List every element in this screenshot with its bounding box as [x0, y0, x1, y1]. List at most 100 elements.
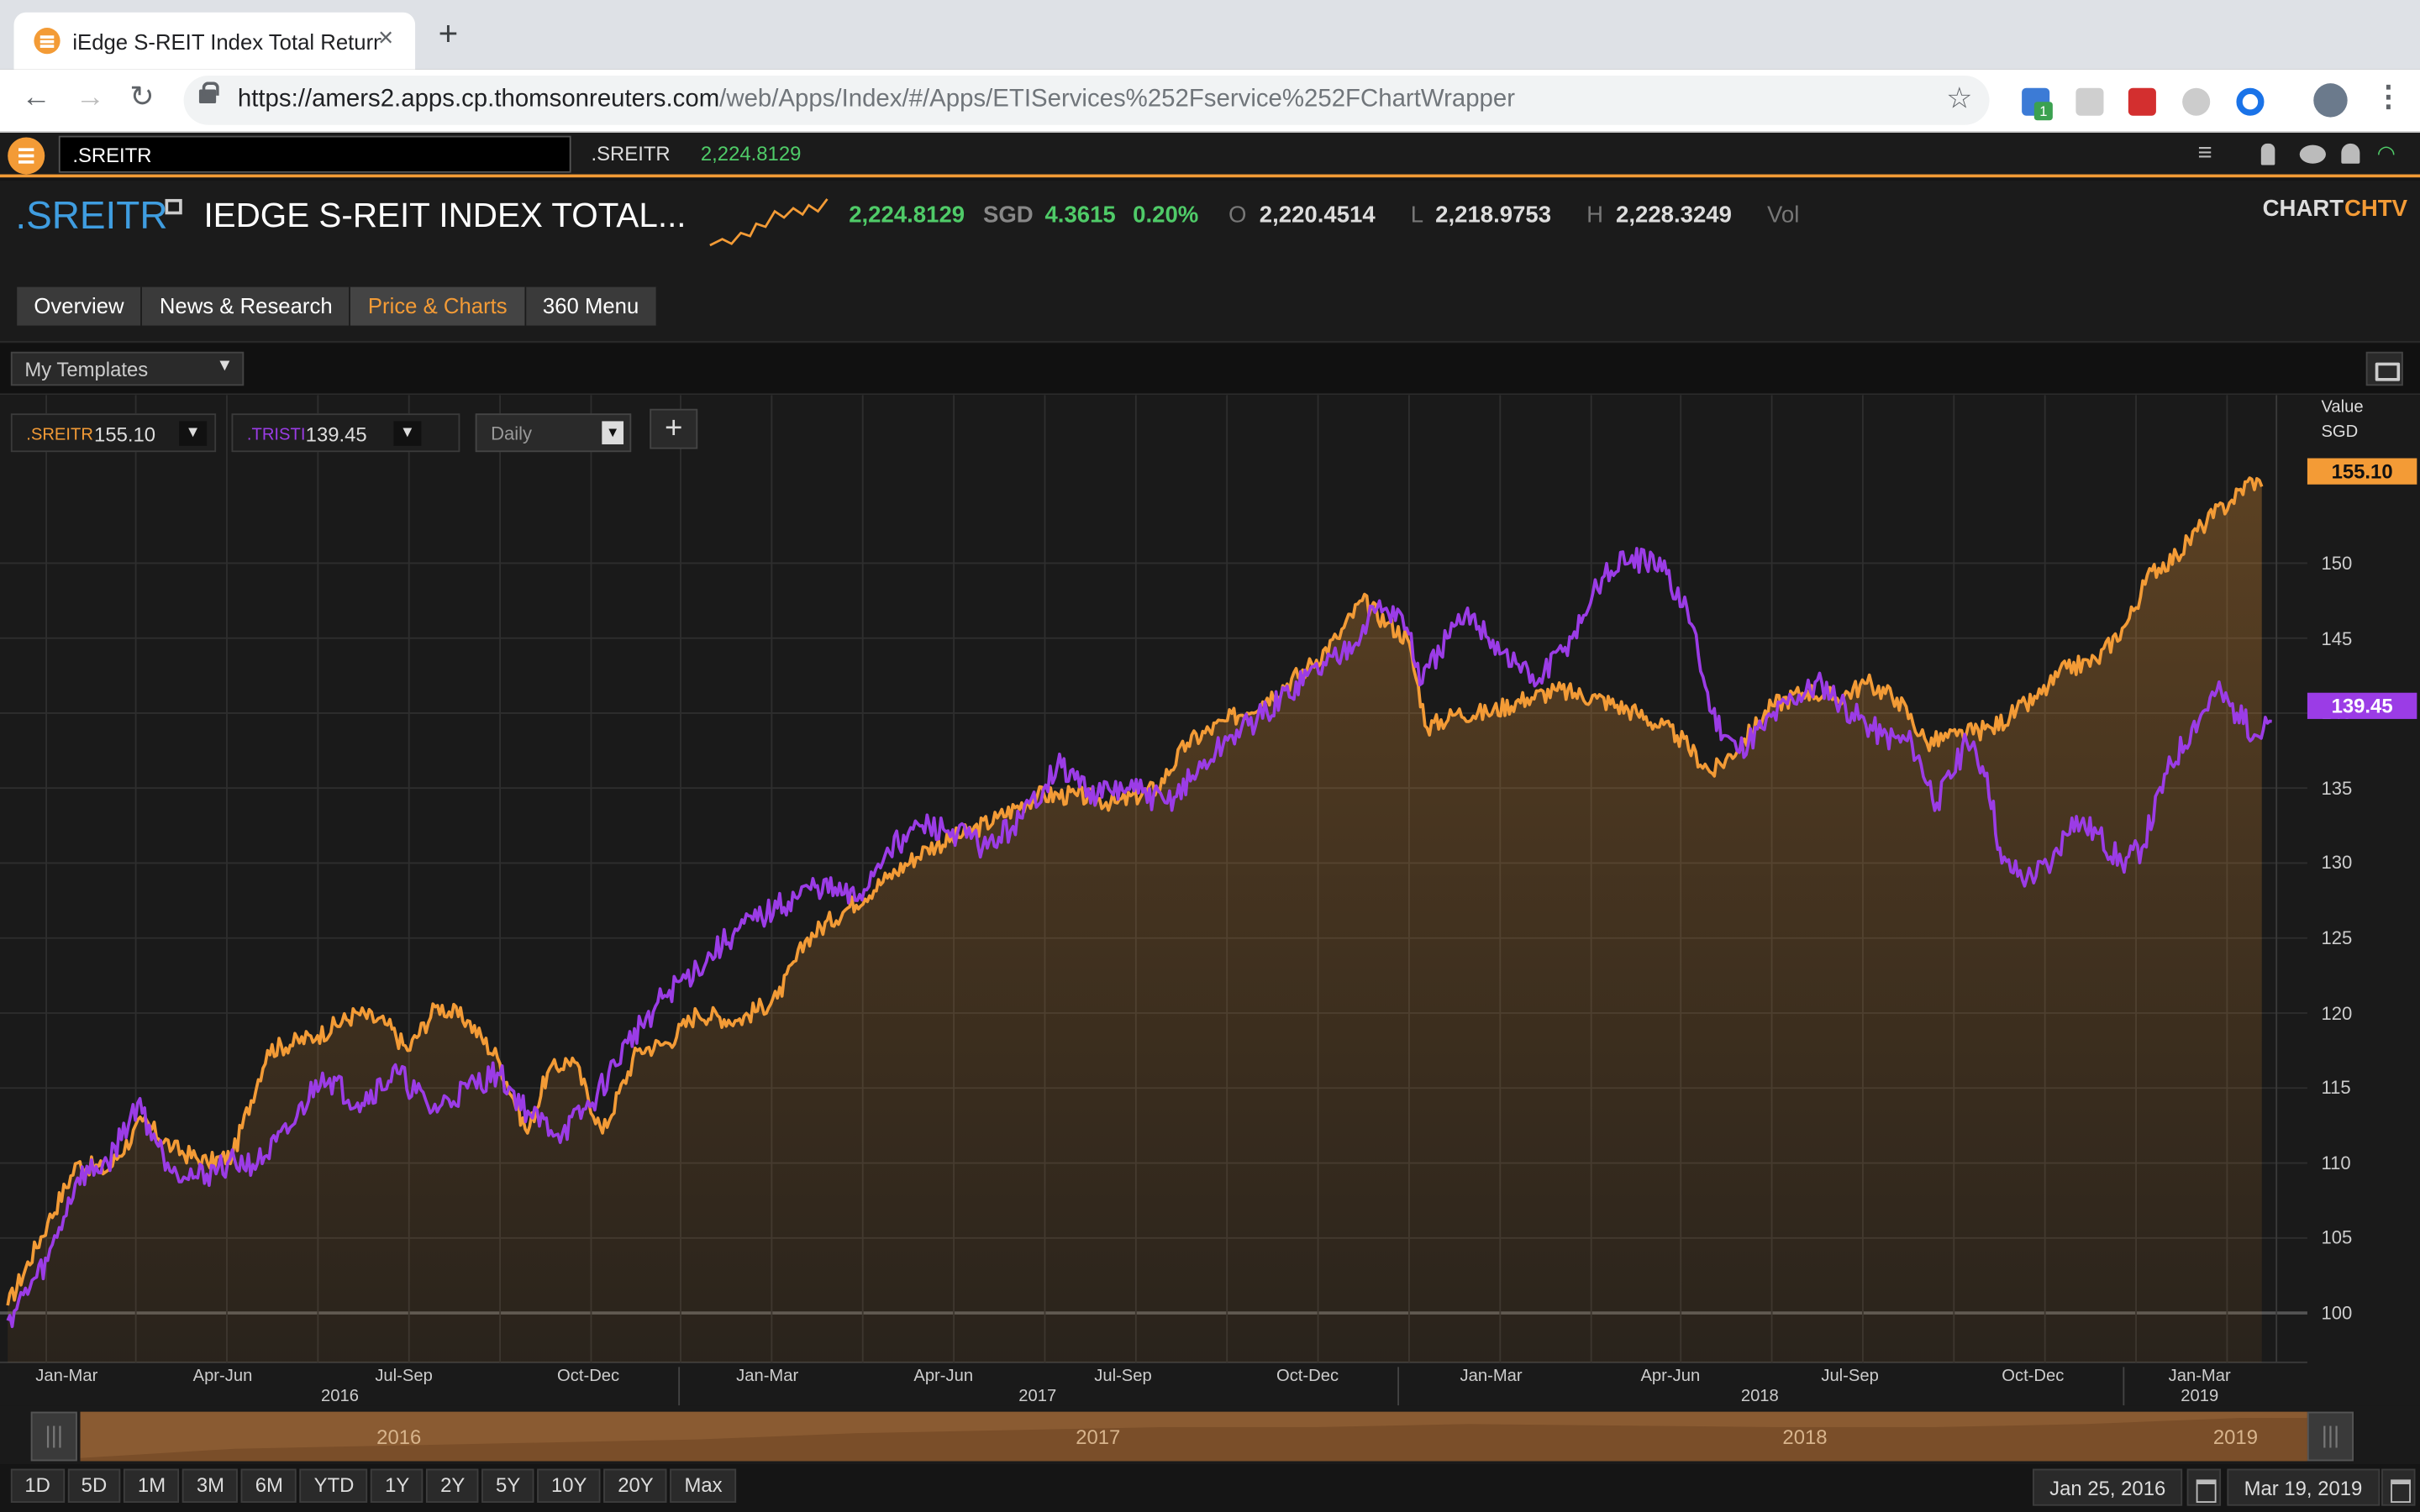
range-20y-button[interactable]: 20Y — [603, 1468, 668, 1503]
templates-dropdown[interactable]: My Templates ▼ — [10, 351, 245, 386]
navigator-right-handle[interactable]: ||| — [2307, 1411, 2354, 1462]
browser-tab[interactable]: iEdge S-REIT Index Total Return × — [13, 12, 416, 70]
quote-tabs: Overview News & Research Price & Charts … — [17, 286, 658, 326]
tab-360-menu[interactable]: 360 Menu — [525, 286, 658, 326]
tristi-last-value-badge: 139.45 — [2307, 692, 2417, 719]
start-date-field[interactable]: Jan 25, 2016 — [2032, 1468, 2183, 1506]
y-tick-label: 120 — [2321, 1002, 2353, 1024]
sreitr-line — [6, 476, 2264, 1306]
eikon-logo-icon[interactable] — [8, 137, 45, 175]
y-tick-label: 150 — [2321, 552, 2353, 575]
x-quarter-label: Oct-Dec — [1276, 1367, 1339, 1386]
close-tab-icon[interactable]: × — [378, 23, 394, 53]
new-tab-icon[interactable]: + — [438, 13, 459, 53]
user-icon[interactable] — [2260, 143, 2275, 165]
sparkline-chart — [709, 198, 829, 247]
legend-tristi-value: 139.45 — [305, 423, 367, 446]
x-year-label: 2017 — [1018, 1387, 1057, 1406]
y-tick-label: 100 — [2321, 1302, 2353, 1324]
range-2y-button[interactable]: 2Y — [426, 1468, 479, 1503]
x-quarter-label: Apr-Jun — [1640, 1367, 1701, 1386]
x-quarter-label: Jan-Mar — [35, 1367, 98, 1386]
chtv-link[interactable]: CHTV — [2344, 196, 2408, 223]
sreitr-last-value-badge: 155.10 — [2307, 458, 2417, 485]
range-1d-button[interactable]: 1D — [10, 1468, 65, 1503]
x-quarter-label: Jan-Mar — [1460, 1367, 1523, 1386]
tab-news-research[interactable]: News & Research — [142, 286, 351, 326]
profile-avatar[interactable] — [2313, 83, 2348, 118]
low-value: 2,218.9753 — [1435, 202, 1552, 228]
notification-bell-icon[interactable] — [2341, 143, 2360, 164]
ric-search-input[interactable] — [58, 135, 571, 173]
popout-icon[interactable] — [165, 198, 182, 215]
tristi-line — [6, 547, 2272, 1329]
range-1y-button[interactable]: 1Y — [371, 1468, 424, 1503]
browser-tab-strip: iEdge S-REIT Index Total Return × + — [0, 0, 2420, 70]
extension-lastpass-icon[interactable] — [2128, 87, 2156, 116]
bookmark-star-icon[interactable]: ☆ — [1946, 83, 1973, 116]
open-value: 2,220.4514 — [1259, 202, 1376, 228]
range-1m-button[interactable]: 1M — [124, 1468, 180, 1503]
hamburger-menu-icon[interactable]: ≡ — [2197, 140, 2212, 167]
frequency-dropdown[interactable]: Daily ▼ — [475, 413, 632, 453]
extension-b-icon[interactable]: 1 — [2022, 87, 2053, 121]
legend-sreitr[interactable]: .SREITR 155.10 ▼ — [10, 413, 217, 453]
range-buttons: 1D 5D 1M 3M 6M YTD 1Y 2Y 5Y 10Y 20Y Max — [10, 1468, 739, 1503]
legend-tristi-dropdown-icon[interactable]: ▼ — [393, 421, 422, 446]
extension-grey-b-icon[interactable] — [2075, 87, 2104, 116]
range-ytd-button[interactable]: YTD — [300, 1468, 368, 1503]
legend-tristi[interactable]: .TRISTI 139.45 ▼ — [231, 413, 460, 453]
x-quarter-label: Apr-Jun — [913, 1367, 974, 1386]
sparkline-line — [709, 198, 829, 247]
y-tick-label: 130 — [2321, 852, 2353, 874]
x-quarter-label: Jul-Sep — [1821, 1367, 1879, 1386]
chat-icon[interactable] — [2299, 144, 2326, 164]
eikon-app-header: .SREITR 2,224.8129 ≡ ◠ — [0, 132, 2420, 178]
high-value: 2,228.3249 — [1616, 202, 1732, 228]
chart-link[interactable]: CHART — [2262, 196, 2344, 223]
forward-icon[interactable]: → — [76, 81, 105, 114]
legend-tristi-ric: .TRISTI — [246, 425, 306, 444]
quote-ric[interactable]: .SREITR — [15, 194, 168, 238]
reload-icon[interactable]: ↻ — [129, 81, 155, 114]
y-tick-label: 105 — [2321, 1226, 2353, 1249]
end-calendar-icon[interactable] — [2381, 1468, 2416, 1506]
range-5d-button[interactable]: 5D — [67, 1468, 121, 1503]
chart-toolbar: My Templates ▼ — [0, 344, 2420, 396]
start-calendar-icon[interactable] — [2186, 1468, 2222, 1506]
navigator-range[interactable]: 2016 2017 2018 2019 — [80, 1411, 2307, 1462]
tab-price-charts[interactable]: Price & Charts — [350, 286, 526, 326]
pct-change: 0.20% — [1133, 202, 1199, 228]
chart-navigator[interactable]: 2016 2017 2018 2019 ||| ||| — [0, 1405, 2420, 1465]
browser-toolbar: ← → ↻ https://amers2.apps.cp.thomsonreut… — [0, 69, 2420, 133]
address-bar[interactable]: https://amers2.apps.cp.thomsonreuters.co… — [183, 76, 1990, 125]
range-5y-button[interactable]: 5Y — [481, 1468, 534, 1503]
range-10y-button[interactable]: 10Y — [537, 1468, 602, 1503]
header-ric[interactable]: .SREITR — [591, 141, 671, 165]
range-max-button[interactable]: Max — [670, 1468, 737, 1503]
print-icon[interactable] — [2365, 351, 2403, 386]
x-year-label: 2019 — [2181, 1387, 2219, 1406]
navigator-left-handle[interactable]: ||| — [30, 1411, 77, 1462]
instrument-name: IEDGE S-REIT INDEX TOTAL... — [203, 196, 687, 235]
add-series-button[interactable]: + — [650, 408, 698, 449]
price-chart[interactable]: 100105110115120125130135140145150 Jan-Ma… — [0, 395, 2420, 1406]
y-tick-label: 115 — [2321, 1077, 2351, 1100]
range-6m-button[interactable]: 6M — [241, 1468, 297, 1503]
end-date-field[interactable]: Mar 19, 2019 — [2227, 1468, 2380, 1506]
header-price: 2,224.8129 — [700, 141, 802, 165]
extension-ring-icon[interactable] — [2236, 87, 2265, 116]
extension-badge: 1 — [2033, 102, 2053, 121]
legend-sreitr-ric: .SREITR — [26, 425, 93, 444]
dropdown-arrow-icon: ▼ — [216, 356, 234, 375]
y-tick-label: 110 — [2321, 1152, 2351, 1174]
extension-circle-icon[interactable] — [2182, 87, 2211, 116]
legend-sreitr-dropdown-icon[interactable]: ▼ — [179, 421, 208, 446]
browser-menu-icon[interactable]: ⋮ — [2373, 81, 2403, 114]
url-text[interactable]: https://amers2.apps.cp.thomsonreuters.co… — [238, 87, 1515, 114]
back-icon[interactable]: ← — [21, 81, 51, 114]
range-3m-button[interactable]: 3M — [182, 1468, 239, 1503]
y-tick-label: 125 — [2321, 927, 2353, 949]
tab-overview[interactable]: Overview — [17, 286, 143, 326]
x-quarter-label: Jul-Sep — [375, 1367, 433, 1386]
